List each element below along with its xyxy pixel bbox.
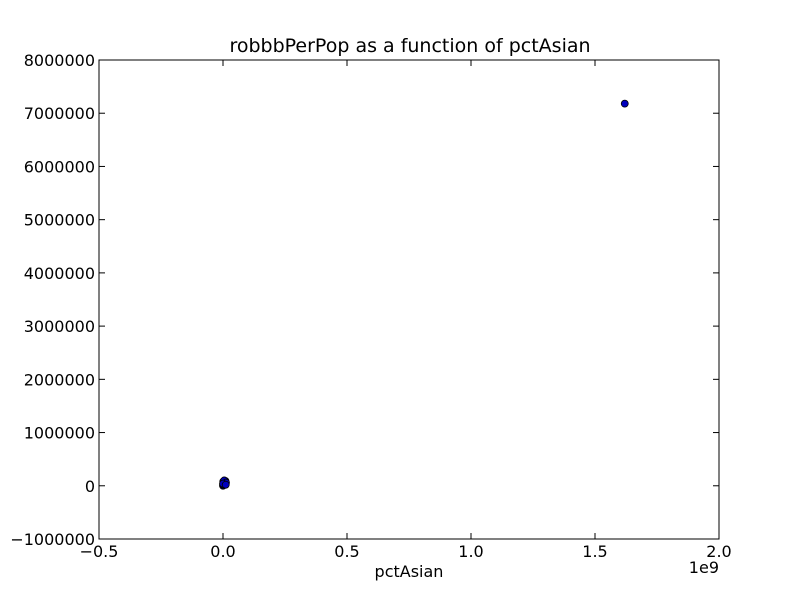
x-axis-label: pctAsian [375,562,444,581]
y-tick-label: 2000000 [24,370,95,389]
chart-title: robbbPerPop as a function of pctAsian [229,35,590,57]
y-tick-label: 5000000 [24,211,95,230]
plot-area-frame [98,59,720,540]
scatter-point [620,99,629,108]
y-tick-label: 6000000 [24,157,95,176]
y-tick-label: 3000000 [24,317,95,336]
x-tick-label: 2.0 [706,542,731,561]
y-tick-label: 1000000 [24,424,95,443]
y-tick-label: 4000000 [24,264,95,283]
x-axis-offset-label: 1e9 [689,558,719,577]
x-tick-label: 0.5 [334,542,359,561]
y-tick-label: 8000000 [24,51,95,70]
x-tick-label: 1.5 [582,542,607,561]
y-tick-label: 0 [85,477,95,496]
y-tick-label: 7000000 [24,104,95,123]
y-tick-label: −1000000 [10,530,95,549]
x-tick-label: 1.0 [458,542,483,561]
x-tick-label: 0.0 [210,542,235,561]
x-tick-label: −0.5 [80,542,119,561]
scatter-point [221,480,230,489]
